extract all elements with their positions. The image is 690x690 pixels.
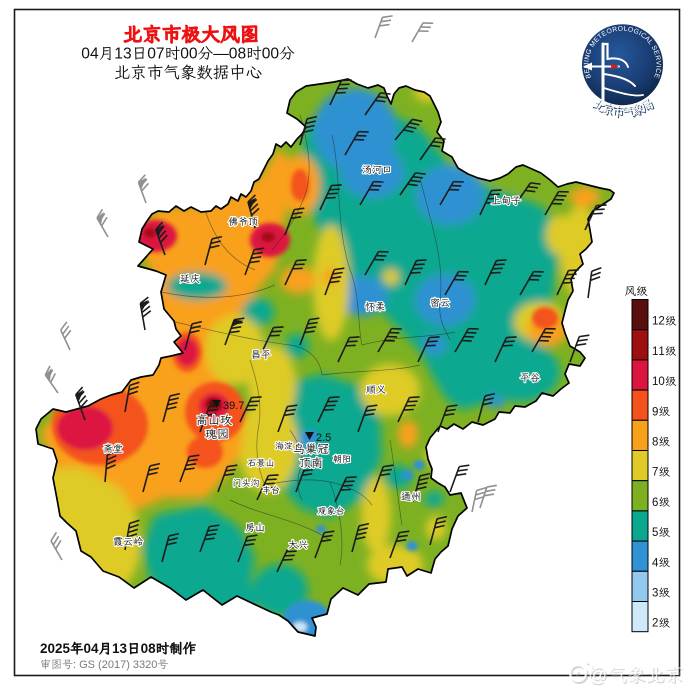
svg-text:3: 3	[652, 588, 658, 600]
svg-text:00: 00	[262, 46, 280, 63]
svg-text:11: 11	[652, 346, 665, 358]
svg-text:10: 10	[652, 376, 665, 388]
svg-text:2: 2	[652, 618, 658, 630]
svg-text:07: 07	[147, 46, 164, 63]
svg-text:7: 7	[652, 467, 658, 479]
svg-text:4: 4	[652, 557, 659, 569]
svg-text:39.7: 39.7	[223, 400, 244, 412]
svg-text:00: 00	[180, 46, 198, 63]
svg-text:2025: 2025	[40, 641, 70, 656]
svg-text:2.5: 2.5	[316, 432, 331, 444]
svg-text:04: 04	[84, 641, 99, 656]
svg-text:12: 12	[652, 316, 665, 328]
svg-text:5: 5	[652, 527, 658, 539]
svg-text:08: 08	[141, 641, 156, 656]
svg-text:@: @	[589, 666, 608, 687]
svg-text:6: 6	[652, 497, 658, 509]
svg-text:@: @	[588, 665, 607, 686]
svg-text:: GS (2017) 3320: : GS (2017) 3320	[73, 659, 157, 671]
svg-text:8: 8	[652, 437, 658, 449]
svg-text:04: 04	[81, 46, 99, 63]
svg-text:—08: —08	[213, 46, 246, 63]
svg-text:13: 13	[114, 46, 131, 63]
svg-text:9: 9	[652, 406, 658, 418]
svg-text:13: 13	[112, 641, 127, 656]
